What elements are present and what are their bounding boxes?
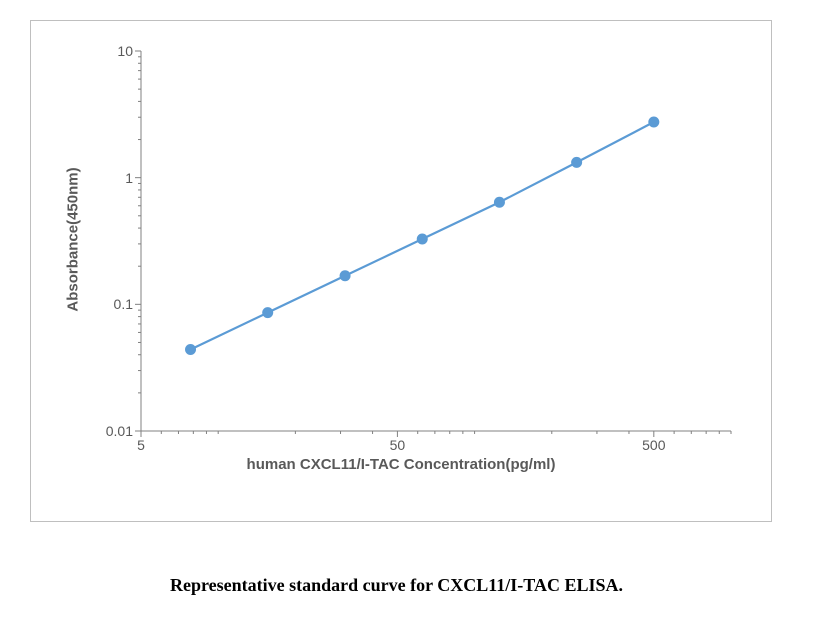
data-marker bbox=[185, 344, 196, 355]
caption: Representative standard curve for CXCL11… bbox=[170, 575, 623, 596]
plot-area bbox=[141, 51, 731, 431]
data-marker bbox=[494, 197, 505, 208]
data-marker bbox=[340, 270, 351, 281]
data-marker bbox=[262, 307, 273, 318]
x-tick-label: 500 bbox=[642, 437, 665, 453]
x-tick-label: 5 bbox=[137, 437, 145, 453]
x-axis-label: human CXCL11/I-TAC Concentration(pg/ml) bbox=[31, 456, 771, 473]
y-tick-label: 0.01 bbox=[73, 423, 133, 439]
y-axis-label: Absorbance(450nm) bbox=[65, 167, 82, 311]
data-marker bbox=[571, 157, 582, 168]
y-tick-label: 1 bbox=[73, 170, 133, 186]
y-tick-label: 10 bbox=[73, 43, 133, 59]
data-marker bbox=[417, 233, 428, 244]
data-marker bbox=[648, 117, 659, 128]
x-tick-label: 50 bbox=[390, 437, 406, 453]
chart-container: 0.01 0.1 1 10 5 50 500 Absorbance(450nm) huma… bbox=[30, 20, 772, 522]
chart-svg bbox=[141, 51, 731, 431]
y-tick-label: 0.1 bbox=[73, 296, 133, 312]
